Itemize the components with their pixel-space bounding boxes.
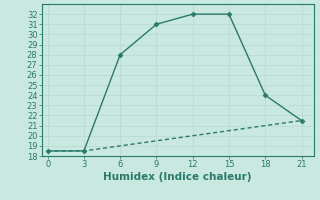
X-axis label: Humidex (Indice chaleur): Humidex (Indice chaleur) bbox=[103, 172, 252, 182]
